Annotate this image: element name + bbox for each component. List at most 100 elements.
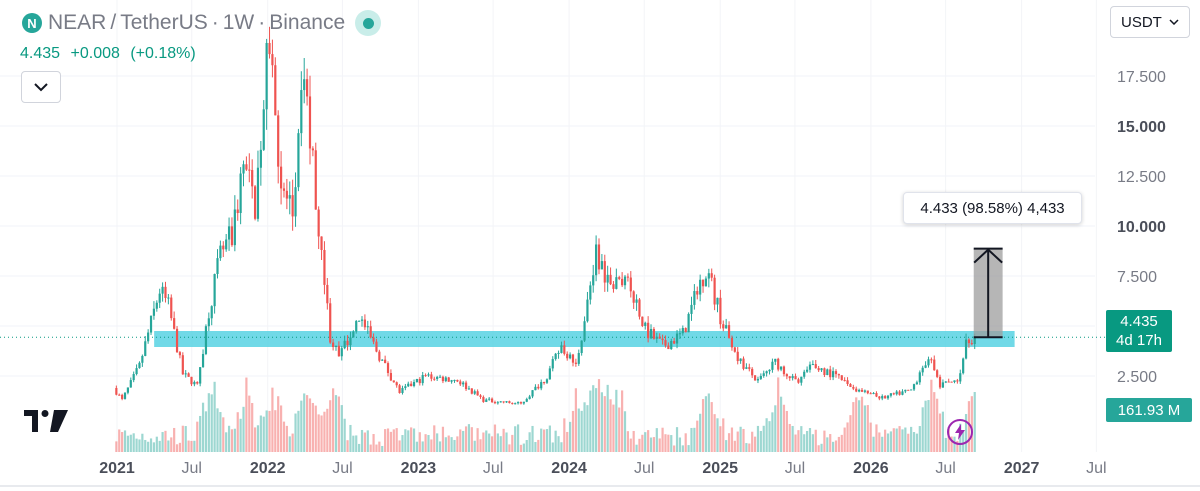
volume-bar — [950, 436, 953, 452]
candle-body — [346, 340, 349, 346]
candle-body — [566, 353, 569, 359]
candle-body — [323, 250, 326, 285]
candle-body — [933, 359, 936, 371]
candle-body — [661, 338, 664, 341]
candle-body — [395, 382, 398, 386]
candle-body — [944, 381, 947, 383]
candle-body — [398, 385, 401, 393]
candle-body — [320, 236, 323, 251]
symbol-title[interactable]: N NEAR / TetherUS · 1W · Binance — [22, 10, 382, 36]
candle-body — [583, 321, 586, 341]
volume-bar — [355, 435, 358, 452]
volume-bar — [785, 410, 788, 452]
currency-value: USDT — [1121, 13, 1162, 31]
volume-bar — [135, 438, 138, 452]
volume-bar — [410, 427, 413, 452]
volume-bar — [525, 440, 528, 452]
volume-bar — [560, 442, 563, 452]
candle-body — [386, 363, 390, 374]
volume-bar — [493, 424, 497, 452]
volume-bar — [418, 432, 421, 452]
volume-bar — [514, 426, 517, 452]
volume-bar — [678, 437, 682, 452]
volume-bar — [126, 435, 130, 452]
candle-body — [970, 343, 973, 345]
volume-bar — [482, 432, 485, 452]
volume-bar — [508, 444, 511, 452]
candle-body — [540, 382, 543, 389]
candle-body — [814, 364, 817, 369]
candle-body — [152, 308, 156, 316]
volume-bar — [846, 422, 849, 452]
volume-bar — [719, 426, 722, 452]
volume-bar — [589, 390, 592, 452]
volume-bar — [230, 429, 234, 452]
volume-bar — [647, 430, 650, 452]
candle-body — [271, 54, 274, 66]
candle-body — [349, 337, 352, 346]
candles — [115, 26, 976, 405]
volume-bar — [774, 405, 777, 452]
candle-body — [554, 353, 557, 360]
candle-body — [493, 402, 497, 404]
volume-bar — [924, 400, 927, 452]
last-price: 4.435 — [20, 45, 61, 62]
candle-body — [615, 277, 618, 289]
candle-body — [597, 244, 601, 270]
candle-body — [525, 398, 528, 402]
live-status-icon[interactable] — [355, 10, 382, 36]
candle-body — [369, 326, 372, 338]
time-tick-label: 2027 — [1004, 460, 1040, 477]
volume-bar — [652, 437, 656, 452]
volume-bar — [817, 445, 820, 452]
volume-bar — [889, 431, 893, 452]
quote-line: 4.435 +0.008 (+0.18%) — [20, 45, 202, 63]
currency-select[interactable]: USDT — [1110, 6, 1190, 38]
candle-body — [759, 375, 762, 379]
candle-body — [121, 394, 124, 399]
candle-body — [476, 391, 479, 396]
candle-body — [800, 376, 803, 383]
time-tick-label: Jul — [785, 460, 805, 477]
volume-bar — [551, 442, 554, 452]
candle-body — [803, 371, 806, 377]
candle-body — [673, 340, 676, 344]
volume-bar — [895, 428, 898, 452]
volume-bar — [571, 410, 575, 452]
volume-bar — [592, 385, 595, 452]
interval-label: 1W — [222, 11, 255, 34]
volume-bar — [866, 405, 869, 452]
volume-bar — [314, 405, 317, 452]
volume-bar — [540, 428, 543, 452]
volume-bar — [115, 441, 118, 452]
candle-body — [797, 379, 800, 383]
candle-body — [658, 336, 661, 339]
volume-bar — [352, 435, 355, 452]
candle-body — [251, 170, 254, 187]
candle-body — [147, 332, 150, 342]
volume-bar — [389, 431, 393, 452]
lightning-icon[interactable] — [947, 419, 973, 445]
volume-bar — [664, 434, 667, 452]
volume-bar — [340, 405, 343, 452]
volume-bar — [499, 436, 502, 452]
volume-bar — [756, 425, 760, 452]
candle-body — [644, 322, 647, 327]
candle-body — [745, 367, 748, 369]
tradingview-logo-icon[interactable] — [24, 408, 68, 434]
volume-bar — [490, 436, 494, 452]
legend-collapse-button[interactable] — [21, 71, 61, 103]
candle-body — [256, 167, 260, 219]
candle-body — [233, 209, 236, 246]
volume-bar — [317, 414, 320, 452]
candle-body — [569, 354, 572, 359]
volume-bar — [430, 439, 433, 452]
volume-bar — [577, 408, 580, 452]
candle-body — [912, 384, 916, 390]
volume-bar — [626, 431, 630, 452]
volume-bar — [453, 439, 456, 452]
candle-body — [600, 261, 603, 270]
candle-body — [514, 403, 517, 405]
volume-bar — [488, 433, 491, 452]
